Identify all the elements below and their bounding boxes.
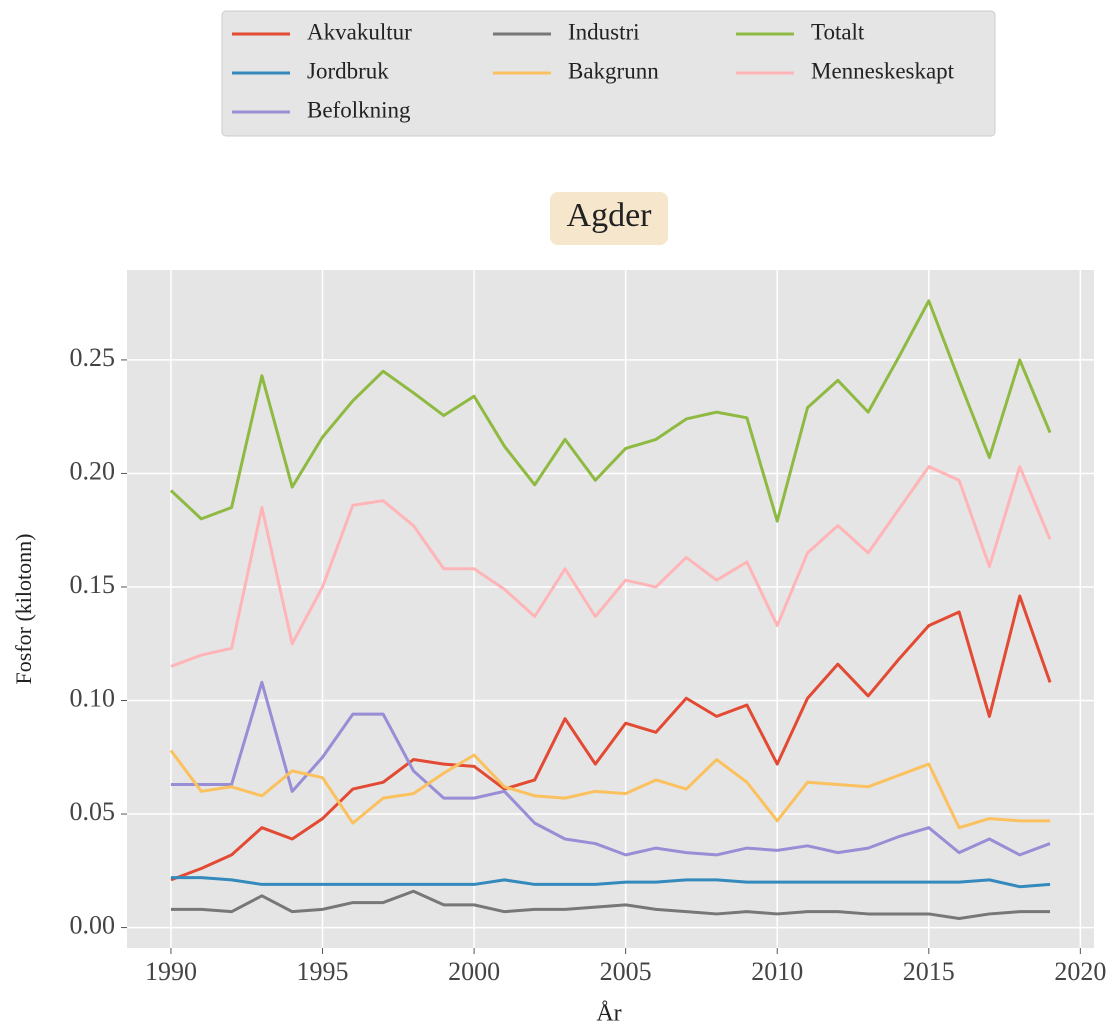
x-axis-label: År xyxy=(596,1001,621,1027)
series-line xyxy=(170,680,1051,857)
y-axis-label: Fosfor (kilotonn) xyxy=(11,534,36,685)
chart-title: Agder xyxy=(567,197,653,234)
x-tick-label: 1995 xyxy=(297,957,349,986)
series-line xyxy=(170,594,1052,882)
legend-label: Industri xyxy=(568,19,640,44)
legend-label: Bakgrunn xyxy=(568,58,659,83)
legend-label: Akvakultur xyxy=(307,19,412,44)
legend-label: Menneskeskapt xyxy=(811,58,955,83)
y-tick-label: 0.00 xyxy=(70,911,116,940)
y-tick-label: 0.25 xyxy=(70,343,116,372)
legend: Akvakultur Jordbruk Befolkning Industri Bakg… xyxy=(232,19,955,122)
x-tick-label: 2015 xyxy=(903,957,955,986)
x-tick-label: 2000 xyxy=(448,957,500,986)
x-tick-label: 2005 xyxy=(600,957,652,986)
x-tick-label: 2010 xyxy=(751,957,803,986)
ticks: 0.00 0.05 0.10 0.15 0.20 0.25 1990 1995 2000 2005… xyxy=(70,343,1107,986)
legend-label: Totalt xyxy=(811,19,865,44)
y-tick-label: 0.20 xyxy=(70,456,116,485)
x-tick-label: 1990 xyxy=(145,957,197,986)
plot-area xyxy=(127,270,1094,948)
x-tick-label: 2020 xyxy=(1054,957,1106,986)
series-line xyxy=(169,299,1052,523)
series-line xyxy=(169,749,1051,830)
legend-label: Jordbruk xyxy=(307,58,389,83)
grid xyxy=(127,270,1094,948)
legend-box xyxy=(221,10,996,137)
lines xyxy=(169,299,1052,920)
y-tick-label: 0.05 xyxy=(70,797,116,826)
y-tick-label: 0.10 xyxy=(70,683,116,712)
series-line xyxy=(170,876,1051,889)
y-tick-label: 0.15 xyxy=(70,570,116,599)
title-box xyxy=(550,192,668,245)
legend-label: Befolkning xyxy=(307,97,411,122)
series-line xyxy=(170,465,1052,668)
series-line xyxy=(170,889,1051,920)
